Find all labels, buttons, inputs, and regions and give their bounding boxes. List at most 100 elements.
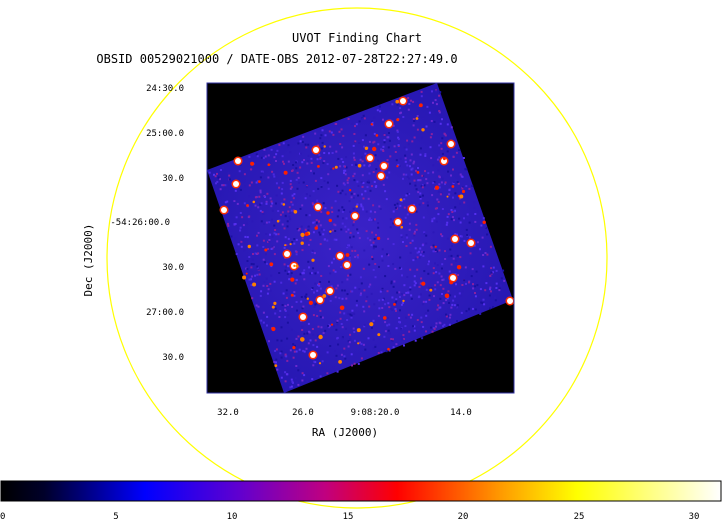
star — [337, 253, 343, 259]
faint-source — [444, 293, 450, 299]
noise-pixel — [257, 252, 260, 255]
star — [378, 173, 384, 179]
noise-pixel — [286, 220, 289, 223]
noise-pixel — [337, 343, 340, 346]
noise-pixel — [284, 304, 287, 307]
noise-pixel — [278, 272, 281, 274]
noise-pixel — [291, 194, 294, 197]
noise-pixel — [414, 181, 417, 184]
noise-pixel — [456, 320, 458, 322]
faint-source — [443, 157, 446, 161]
noise-pixel — [350, 192, 353, 195]
noise-pixel — [354, 286, 357, 289]
noise-pixel — [412, 124, 415, 127]
noise-pixel — [260, 156, 263, 159]
noise-pixel — [403, 206, 406, 209]
noise-pixel — [279, 352, 282, 355]
noise-pixel — [361, 185, 364, 188]
noise-pixel — [387, 302, 390, 305]
noise-pixel — [419, 253, 422, 256]
faint-source — [308, 300, 313, 305]
noise-pixel — [280, 326, 283, 329]
noise-pixel — [373, 180, 376, 183]
noise-pixel — [312, 344, 315, 347]
noise-pixel — [304, 197, 307, 200]
noise-pixel — [332, 324, 335, 327]
noise-pixel — [400, 235, 403, 238]
noise-pixel — [349, 236, 352, 239]
noise-pixel — [330, 285, 333, 288]
noise-pixel — [495, 269, 498, 272]
noise-pixel — [262, 246, 265, 248]
noise-pixel — [285, 244, 288, 246]
noise-pixel — [423, 184, 426, 187]
noise-pixel — [453, 210, 456, 213]
noise-pixel — [260, 220, 263, 223]
noise-pixel — [461, 290, 464, 293]
noise-pixel — [458, 172, 461, 175]
noise-pixel — [292, 343, 295, 346]
noise-pixel — [483, 303, 486, 306]
faint-source — [446, 195, 449, 198]
noise-pixel — [432, 181, 435, 184]
noise-pixel — [317, 334, 320, 337]
noise-pixel — [313, 252, 316, 255]
noise-pixel — [413, 280, 416, 283]
noise-pixel — [303, 332, 306, 335]
faint-source — [402, 299, 405, 303]
noise-pixel — [374, 245, 377, 248]
noise-pixel — [226, 184, 229, 186]
noise-pixel — [471, 268, 474, 271]
noise-pixel — [340, 353, 343, 356]
noise-pixel — [387, 265, 390, 267]
noise-pixel — [475, 270, 478, 273]
noise-pixel — [432, 244, 435, 247]
noise-pixel — [353, 156, 356, 159]
noise-pixel — [406, 192, 409, 195]
noise-pixel — [313, 291, 315, 294]
noise-pixel — [290, 186, 293, 189]
noise-pixel — [248, 155, 251, 158]
noise-pixel — [473, 207, 476, 210]
noise-pixel — [413, 179, 416, 182]
noise-pixel — [233, 200, 236, 202]
noise-pixel — [372, 247, 375, 250]
noise-pixel — [448, 316, 451, 319]
noise-pixel — [331, 211, 334, 213]
noise-pixel — [437, 213, 440, 216]
noise-pixel — [304, 295, 307, 298]
noise-pixel — [368, 172, 371, 175]
noise-pixel — [432, 250, 435, 253]
noise-pixel — [255, 153, 258, 156]
noise-pixel — [214, 175, 217, 178]
noise-pixel — [453, 304, 456, 307]
noise-pixel — [337, 209, 340, 212]
noise-pixel — [341, 222, 344, 225]
noise-pixel — [449, 248, 452, 251]
noise-pixel — [220, 169, 222, 171]
noise-pixel — [310, 161, 313, 164]
noise-pixel — [386, 290, 389, 293]
noise-pixel — [224, 184, 227, 187]
noise-pixel — [421, 136, 423, 139]
star — [352, 213, 358, 219]
noise-pixel — [456, 181, 459, 183]
noise-pixel — [319, 287, 322, 290]
noise-pixel — [318, 282, 321, 285]
noise-pixel — [422, 325, 425, 328]
noise-pixel — [219, 188, 222, 191]
noise-pixel — [397, 136, 400, 139]
noise-pixel — [349, 231, 352, 234]
noise-pixel — [346, 293, 349, 296]
noise-pixel — [348, 200, 351, 203]
noise-pixel — [362, 182, 365, 184]
noise-pixel — [216, 180, 219, 183]
noise-pixel — [293, 238, 296, 240]
noise-pixel — [318, 153, 321, 156]
noise-pixel — [479, 288, 482, 291]
noise-pixel — [333, 238, 336, 241]
noise-pixel — [262, 239, 265, 242]
noise-pixel — [319, 355, 322, 358]
noise-pixel — [341, 326, 344, 329]
noise-pixel — [352, 144, 355, 147]
